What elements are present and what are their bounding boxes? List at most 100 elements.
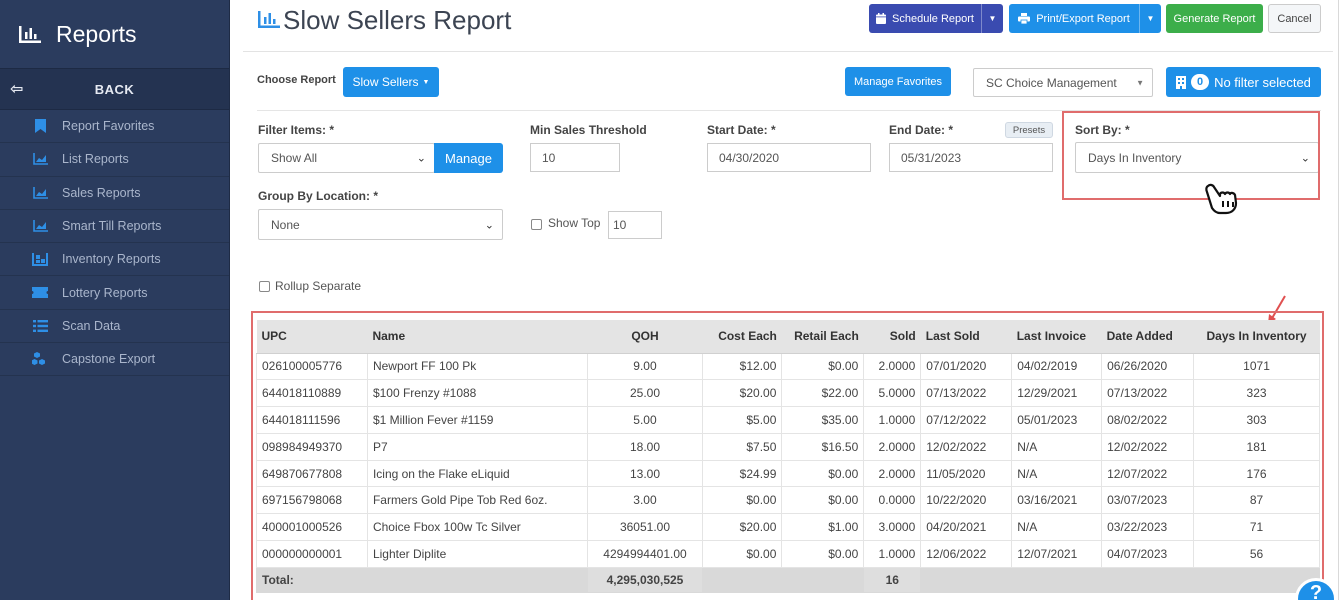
chevron-down-icon: ⌄: [1300, 152, 1310, 164]
column-header-cost-each[interactable]: Cost Each: [702, 320, 782, 354]
min-sales-value: 10: [542, 150, 556, 165]
schedule-report-button[interactable]: Schedule Report ▼: [869, 4, 1003, 33]
cell-last-invoice: 03/16/2021: [1011, 486, 1103, 515]
column-header-last-sold[interactable]: Last Sold: [920, 320, 1012, 354]
cell-retail-each: $22.00: [781, 379, 865, 408]
column-header-days-in-inventory[interactable]: Days In Inventory: [1193, 320, 1320, 354]
cell-upc: 026100005776: [256, 353, 368, 381]
bar-chart-icon: [258, 11, 280, 28]
print-caret-icon[interactable]: ▼: [1139, 4, 1161, 33]
sidebar-title: Reports: [56, 20, 137, 47]
min-sales-input[interactable]: 10: [530, 143, 620, 172]
group-by-select[interactable]: None ⌄: [258, 209, 503, 240]
cell-last-invoice: 05/01/2023: [1011, 406, 1103, 434]
table-row[interactable]: 000000000001 Lighter Diplite 4294994401.00…: [256, 540, 1320, 568]
total-sold: 16: [863, 567, 922, 593]
cell-name: Farmers Gold Pipe Tob Red 6oz.: [367, 486, 588, 515]
start-date-input[interactable]: 04/30/2020: [707, 143, 871, 172]
manage-button[interactable]: Manage: [434, 143, 503, 173]
cell-sold: 2.0000: [863, 433, 922, 461]
sort-by-select[interactable]: Days In Inventory ⌄: [1075, 142, 1319, 173]
end-date-value: 05/31/2023: [901, 150, 962, 165]
sidebar-item-lottery-reports[interactable]: Lottery Reports: [0, 276, 229, 310]
sort-by-label: Sort By: *: [1075, 123, 1130, 137]
building-icon: [1176, 75, 1187, 89]
cell-sold: 2.0000: [863, 460, 922, 488]
show-top-input[interactable]: 10: [608, 211, 662, 239]
cell-retail-each: $35.00: [781, 406, 865, 434]
column-header-sold[interactable]: Sold: [863, 320, 921, 354]
hand-cursor-icon: [1205, 183, 1238, 215]
table-row[interactable]: 098984949370 P7 18.00 $7.50 $16.50 2.0000 12/0…: [256, 433, 1320, 461]
total-empty-cell: [1011, 567, 1103, 593]
column-header-qoh[interactable]: QOH: [587, 320, 703, 354]
group-by-label: Group By Location: *: [258, 189, 378, 203]
filter-status-button[interactable]: 0 No filter selected: [1166, 67, 1321, 97]
cell-qoh: 9.00: [587, 353, 704, 381]
cell-days-in-inventory: 181: [1193, 433, 1320, 461]
table-row[interactable]: 697156798068 Farmers Gold Pipe Tob Red 6o…: [256, 486, 1320, 515]
show-top-checkbox[interactable]: [531, 219, 542, 230]
table-row[interactable]: 644018110889 $100 Frenzy #1088 25.00 $20.00…: [256, 379, 1320, 408]
sidebar-item-list-reports[interactable]: List Reports: [0, 143, 229, 177]
table-header-row: UPC Name QOH Cost Each Retail Each Sold …: [256, 320, 1320, 354]
sidebar-item-label: Scan Data: [62, 318, 121, 333]
cancel-button[interactable]: Cancel: [1268, 4, 1321, 33]
cell-sold: 3.0000: [863, 513, 922, 542]
table-row[interactable]: 644018111596 $1 Million Fever #1159 5.00 $5…: [256, 406, 1320, 434]
back-button[interactable]: ⇦ BACK: [0, 68, 229, 110]
sidebar-item-capstone-export[interactable]: Capstone Export: [0, 343, 229, 377]
column-header-date-added[interactable]: Date Added: [1101, 320, 1194, 354]
cell-cost-each: $7.50: [702, 433, 783, 461]
column-header-upc[interactable]: UPC: [256, 320, 368, 354]
presets-button[interactable]: Presets: [1005, 122, 1053, 138]
table-row[interactable]: 649870677808 Icing on the Flake eLiquid 13…: [256, 460, 1320, 488]
help-chat-button[interactable]: ?: [1295, 578, 1337, 600]
sidebar-item-report-favorites[interactable]: Report Favorites: [0, 110, 229, 144]
cell-name: Lighter Diplite: [367, 540, 588, 568]
cell-cost-each: $12.00: [702, 353, 783, 381]
schedule-report-main[interactable]: Schedule Report: [869, 4, 981, 33]
manage-favorites-button[interactable]: Manage Favorites: [845, 67, 951, 96]
cell-upc: 644018110889: [256, 379, 368, 408]
choose-report-label: Choose Report: [257, 74, 336, 86]
print-export-main[interactable]: Print/Export Report: [1009, 4, 1139, 33]
sidebar-item-inventory-reports[interactable]: Inventory Reports: [0, 243, 229, 277]
cell-date-added: 12/02/2022: [1101, 433, 1195, 461]
end-date-input[interactable]: 05/31/2023: [889, 143, 1053, 172]
cell-qoh: 4294994401.00: [587, 540, 704, 568]
sidebar-item-label: List Reports: [62, 152, 129, 167]
sidebar-item-label: Report Favorites: [62, 119, 155, 134]
sidebar-item-smart-till-reports[interactable]: Smart Till Reports: [0, 210, 229, 244]
cell-qoh: 36051.00: [587, 513, 704, 542]
column-header-retail-each[interactable]: Retail Each: [781, 320, 864, 354]
sidebar-item-scan-data[interactable]: Scan Data: [0, 310, 229, 344]
cell-date-added: 03/22/2023: [1101, 513, 1195, 542]
end-date-label: End Date: *: [889, 123, 954, 137]
total-empty-cell: [367, 567, 588, 593]
report-select-button[interactable]: Slow Sellers ▼: [343, 67, 439, 97]
area-chart-icon: [32, 152, 48, 166]
print-export-button[interactable]: Print/Export Report ▼: [1009, 4, 1161, 33]
schedule-report-label: Schedule Report: [892, 12, 974, 25]
cell-qoh: 18.00: [587, 433, 704, 461]
rollup-separate-checkbox[interactable]: [259, 281, 270, 292]
table-row[interactable]: 026100005776 Newport FF 100 Pk 9.00 $12.00 $…: [256, 353, 1320, 381]
location-select-value: SC Choice Management: [986, 75, 1117, 90]
page-right-border: [1338, 0, 1339, 600]
sidebar-item-sales-reports[interactable]: Sales Reports: [0, 177, 229, 210]
table-row[interactable]: 400001000526 Choice Fbox 100w Tc Silver 36…: [256, 513, 1320, 542]
cell-name: $1 Million Fever #1159: [367, 406, 588, 434]
cell-last-sold: 12/02/2022: [920, 433, 1013, 461]
column-header-last-invoice[interactable]: Last Invoice: [1011, 320, 1102, 354]
table-total-row: Total: 4,295,030,525 16: [256, 567, 1320, 593]
filter-items-select[interactable]: Show All ⌄: [258, 143, 435, 173]
column-header-name[interactable]: Name: [367, 320, 588, 354]
bookmark-icon: [32, 119, 48, 134]
cell-retail-each: $0.00: [781, 540, 865, 568]
cell-last-sold: 07/13/2022: [920, 379, 1013, 408]
location-select[interactable]: SC Choice Management ▼: [973, 68, 1153, 97]
schedule-caret-icon[interactable]: ▼: [981, 4, 1003, 33]
generate-report-button[interactable]: Generate Report: [1166, 4, 1263, 33]
generate-report-label: Generate Report: [1173, 12, 1256, 25]
